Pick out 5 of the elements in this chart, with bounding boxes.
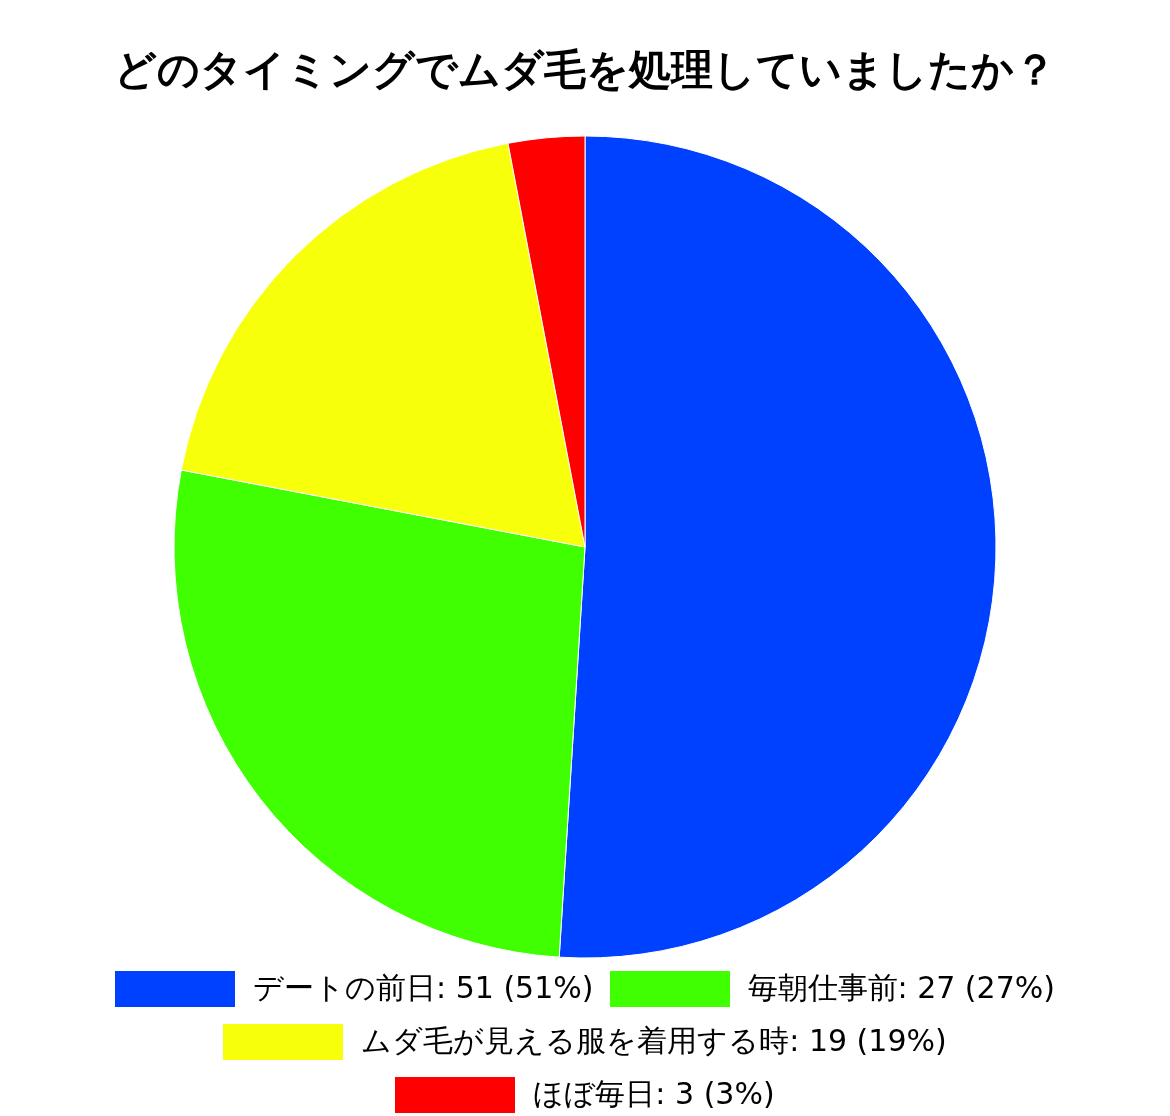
legend-label: デートの前日: 51 (51%) [253, 969, 594, 1007]
legend-label: ほぼ毎日: 3 (3%) [533, 1075, 775, 1113]
legend-label: ムダ毛が見える服を着用する時: 19 (19%) [361, 1022, 947, 1060]
chart-title: どのタイミングでムダ毛を処理していましたか？ [113, 44, 1057, 96]
legend-label: 毎朝仕事前: 27 (27%) [747, 969, 1055, 1007]
